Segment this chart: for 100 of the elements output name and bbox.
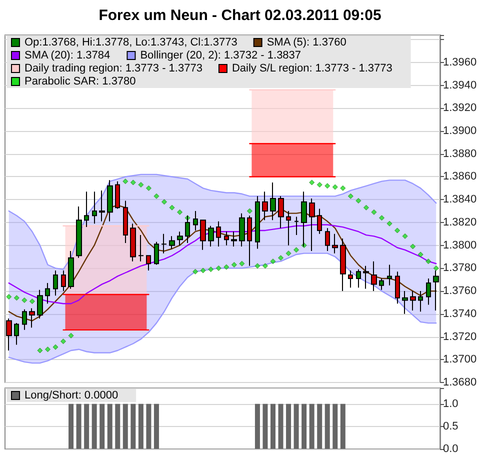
candlestick [130,223,136,262]
line-series [8,204,437,322]
point [177,209,183,215]
point [378,215,384,221]
candlestick [14,322,19,346]
point [410,244,416,250]
point [68,332,74,338]
point [52,344,58,350]
candlestick [53,270,58,296]
candlestick [99,190,105,222]
y-tick-label: 1.3740 [443,308,477,320]
candlestick [177,231,183,246]
point [246,208,252,214]
candlestick [410,290,416,311]
point [192,268,198,274]
point [324,183,330,189]
candlestick [325,228,330,252]
candlestick [6,318,12,351]
candlestick [247,215,252,266]
y-tick-label: 1.3780 [443,262,477,274]
point [14,295,20,301]
point [356,198,362,204]
point [169,204,175,210]
point [130,180,136,186]
legend-label: Parabolic SAR: 1.3780 [24,76,136,88]
candlestick [278,196,284,229]
candlestick [356,268,361,288]
point [37,348,43,354]
candlestick [22,308,27,330]
y-tick-label: 1.3920 [443,102,477,114]
point [122,178,128,184]
candlestick [309,198,315,252]
point [371,209,377,215]
point [200,268,206,274]
point [278,255,284,261]
candlestick [123,200,128,244]
candlestick [387,264,392,286]
y-tick-label: 0.0 [443,443,458,455]
point [262,263,268,269]
candlestick [169,236,175,250]
candlestick [340,238,346,292]
legend-label: Op:1.3768, Hi:1.3778, Lo:1.3743, Cl:1.3773 [24,36,238,48]
line-series [8,224,437,304]
point [309,180,315,186]
y-tick-label: 1.3720 [443,330,477,343]
y-tick-label: 1.3880 [443,148,477,160]
point [426,258,432,264]
candlestick [301,191,307,247]
candlestick [371,260,377,292]
candlestick [216,220,221,247]
point [29,298,35,304]
candlestick [286,210,291,246]
y-tick-label: 1.3840 [443,194,477,206]
candlestick [379,278,384,290]
point [231,262,237,268]
point [402,233,408,239]
y-tick-label: 1.3680 [443,376,477,388]
candlestick [348,270,353,288]
y-tick-label: 1.3960 [443,56,477,68]
point [332,184,338,190]
y-tick-label: 1.3940 [443,79,477,92]
legend-label: SMA (5): 1.3760 [266,36,346,48]
point [239,260,245,266]
candlestick [426,278,431,306]
chart-title: Forex um Neun - Chart 02.03.2011 09:05 [98,7,382,24]
point [294,247,300,253]
candlestick [68,250,74,290]
candlestick [270,182,276,221]
candlestick [146,255,151,271]
point [363,204,369,210]
candlestick [332,233,338,254]
y-tick-label: 1.3860 [443,170,477,183]
point [254,263,260,269]
legend-label: SMA (20): 1.3784 [24,50,110,62]
point [138,182,144,188]
point [394,228,400,234]
candlestick [395,271,400,304]
candlestick [115,180,120,210]
candlestick [92,191,97,224]
y-tick-label: 0.5 [443,420,458,432]
y-tick-label: 1.3700 [443,354,477,366]
point [418,252,424,258]
point [433,265,439,271]
y-tick-label: 1.0 [443,398,458,410]
candlestick [239,212,245,247]
line-series [8,174,437,270]
candlestick [262,191,268,221]
point [386,220,392,226]
point [154,193,160,199]
candlestick [193,210,198,231]
y-tick-label: 1.3760 [443,285,477,298]
point [22,297,28,303]
point [216,265,222,271]
point [348,193,354,199]
candlestick [107,180,113,222]
point [146,185,152,191]
legend-label: Daily S/L region: 1.3773 - 1.3773 [232,62,392,74]
candlestick [161,233,167,254]
point [286,250,292,256]
candlestick [154,241,159,266]
